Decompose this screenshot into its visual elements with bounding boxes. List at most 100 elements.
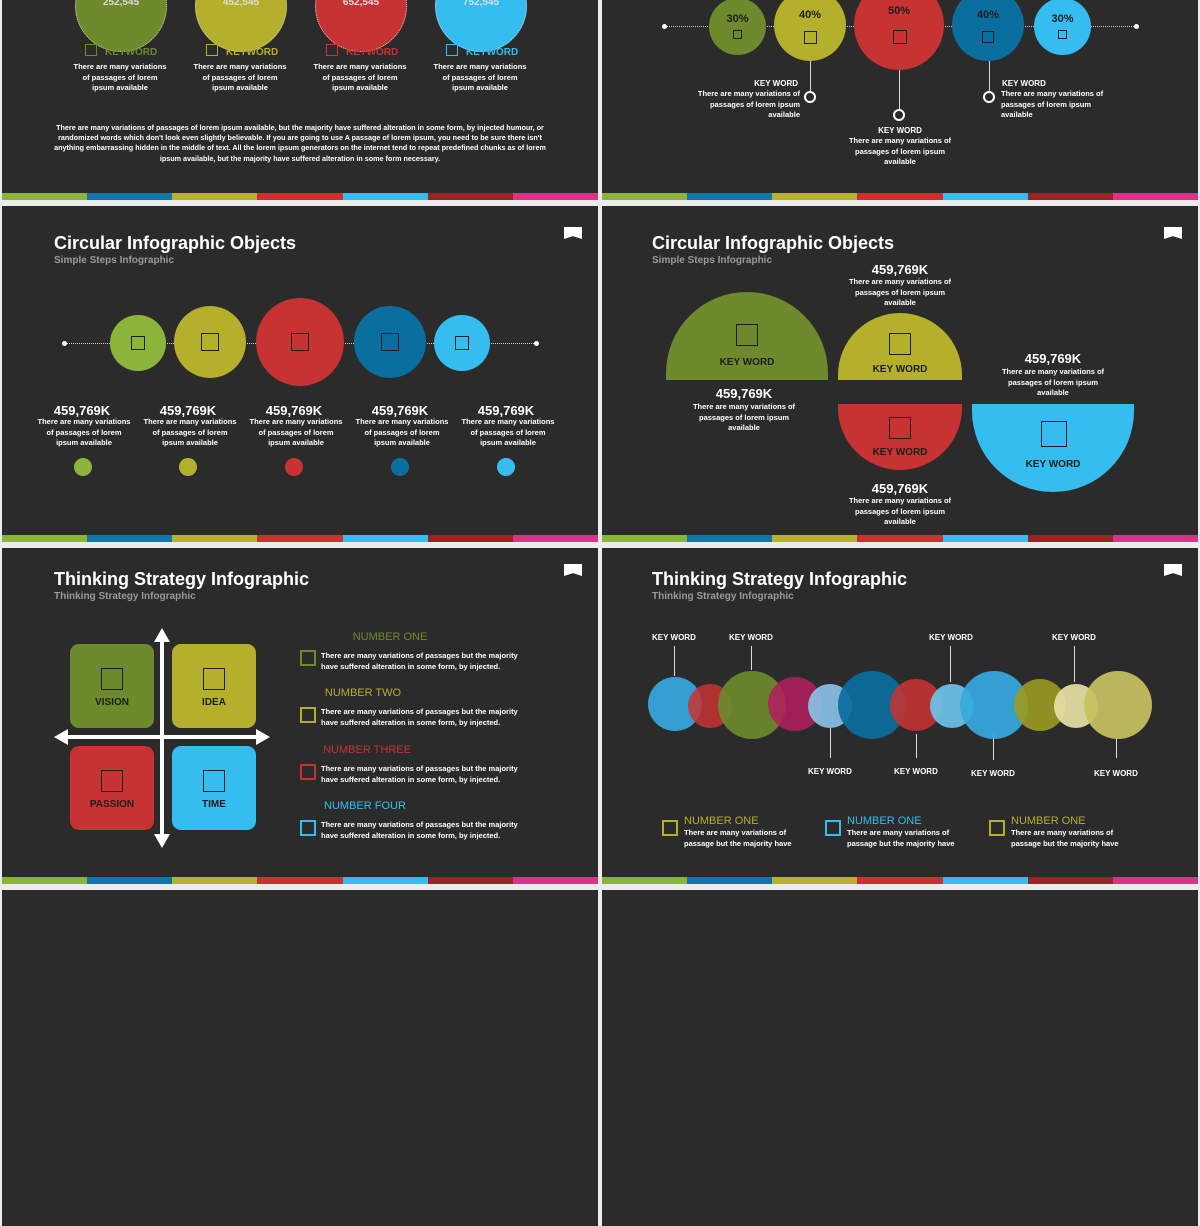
square-icon	[101, 770, 123, 792]
square-icon	[131, 336, 145, 350]
percent-circle	[774, 0, 846, 61]
square-icon	[203, 770, 225, 792]
shape-description: There are many variations of passages of…	[848, 277, 952, 308]
square-icon	[455, 336, 469, 350]
percent-value: 40%	[976, 9, 1000, 21]
quadrant-label: IDEA	[202, 697, 226, 708]
legend-text: There are many variations of passage but…	[847, 828, 955, 848]
percent-value: 30%	[1051, 13, 1074, 25]
slide-subtitle: Simple Steps Infographic	[54, 255, 175, 266]
slide-percent-circles[interactable]: 30% 40% 50% 40% 30% KEY WORD There are m…	[602, 0, 1198, 200]
keyword-connector	[993, 734, 994, 760]
shape-label: KEY WORD	[1025, 459, 1081, 470]
keyword-label: KEY WORD	[971, 769, 1015, 778]
step-dot	[391, 458, 409, 476]
stat-description: There are many variations of passages of…	[313, 62, 407, 93]
legend-checkbox-icon	[989, 820, 1005, 836]
percent-circle	[1034, 0, 1091, 55]
cross-arrows-icon	[54, 628, 270, 848]
callout-line	[810, 61, 811, 93]
color-stripe	[2, 535, 598, 542]
color-stripe	[602, 877, 1198, 884]
half-circle-shape	[972, 404, 1134, 492]
step-circle	[354, 306, 426, 378]
slide-title: Thinking Strategy Infographic	[652, 569, 908, 589]
square-icon	[889, 417, 911, 439]
quadrant-tile	[172, 644, 256, 728]
callout-title: KEY WORD	[1002, 79, 1046, 88]
step-value: 459,769K	[371, 403, 429, 418]
callout-ring-icon	[983, 91, 995, 103]
percent-circle	[709, 0, 766, 55]
step-circle	[174, 306, 246, 378]
bookmark-icon	[1164, 564, 1182, 576]
step-description: There are many variations of passages of…	[355, 417, 449, 448]
overlap-circle	[1084, 671, 1152, 739]
callout-line	[899, 70, 900, 110]
square-icon	[736, 324, 758, 346]
keyword-connector	[674, 646, 675, 676]
square-icon	[804, 31, 817, 44]
slide-thinking-quadrants[interactable]: Thinking Strategy Infographic Thinking S…	[2, 548, 598, 884]
item-checkbox-icon	[300, 820, 316, 836]
quadrant-label: VISION	[95, 697, 129, 708]
callout-text: There are many variations of passages of…	[848, 136, 952, 167]
square-icon	[101, 668, 123, 690]
shape-value: 459,769K	[871, 481, 929, 496]
square-icon	[1041, 421, 1067, 447]
stat-description: There are many variations of passages of…	[433, 62, 527, 93]
step-description: There are many variations of passages of…	[37, 417, 131, 448]
callout-title: KEY WORD	[878, 126, 922, 135]
shape-value: 459,769K	[715, 386, 773, 401]
slide-subtitle: Thinking Strategy Infographic	[54, 591, 196, 602]
keyword-connector	[916, 734, 917, 758]
legend-text: There are many variations of passage but…	[684, 828, 792, 848]
slide-circular-steps[interactable]: Circular Infographic Objects Simple Step…	[2, 206, 598, 542]
step-circle	[434, 315, 490, 371]
slide-half-circles[interactable]: Circular Infographic Objects Simple Step…	[602, 206, 1198, 542]
percent-value: 50%	[887, 5, 911, 17]
slide-next-right[interactable]	[602, 890, 1198, 1226]
step-circle	[110, 315, 166, 371]
slide-title: Circular Infographic Objects	[54, 233, 297, 253]
callout-text: There are many variations of passages of…	[697, 89, 800, 120]
callout-line	[989, 61, 990, 93]
slide-title: Circular Infographic Objects	[652, 233, 895, 253]
square-icon	[982, 31, 994, 43]
slide-next-left[interactable]	[2, 890, 598, 1226]
slide-overlapping-circles[interactable]: Thinking Strategy Infographic Thinking S…	[602, 548, 1198, 884]
step-value: 459,769K	[53, 403, 111, 418]
keyword-label: KEY WORD	[1094, 769, 1138, 778]
item-checkbox-icon	[300, 764, 316, 780]
color-stripe	[2, 193, 598, 200]
step-dot	[74, 458, 92, 476]
timeline-endpoint	[534, 341, 539, 346]
keyword-connector	[1116, 738, 1117, 758]
stat-value: 652,545	[342, 0, 380, 8]
square-icon	[893, 30, 907, 44]
step-description: There are many variations of passages of…	[249, 417, 343, 448]
item-title: NUMBER FOUR	[324, 800, 406, 812]
percent-circle	[854, 0, 944, 70]
keyword-label: KEYWORD	[346, 47, 399, 58]
quadrant-tile	[70, 644, 154, 728]
stat-description: There are many variations of passages of…	[73, 62, 167, 93]
bookmark-icon	[1164, 227, 1182, 239]
keyword-label: KEYWORD	[105, 47, 158, 58]
slide-keyword-stats[interactable]: 252,545 452,545 652,545 752,545 KEYWORD …	[2, 0, 598, 200]
keyword-label: KEYWORD	[466, 47, 519, 58]
square-icon	[291, 333, 309, 351]
square-icon	[381, 333, 399, 351]
keyword-checkbox-icon	[206, 44, 218, 56]
shape-label: KEY WORD	[719, 357, 775, 368]
percent-circle	[952, 0, 1024, 61]
step-dot	[285, 458, 303, 476]
quadrant-tile	[70, 746, 154, 830]
step-value: 459,769K	[265, 403, 323, 418]
keyword-checkbox-icon	[85, 44, 97, 56]
step-dot	[179, 458, 197, 476]
item-text: There are many variations of passages bu…	[321, 820, 518, 840]
step-circle	[256, 298, 344, 386]
keyword-label: KEYWORD	[226, 47, 279, 58]
percent-value: 40%	[798, 9, 822, 21]
